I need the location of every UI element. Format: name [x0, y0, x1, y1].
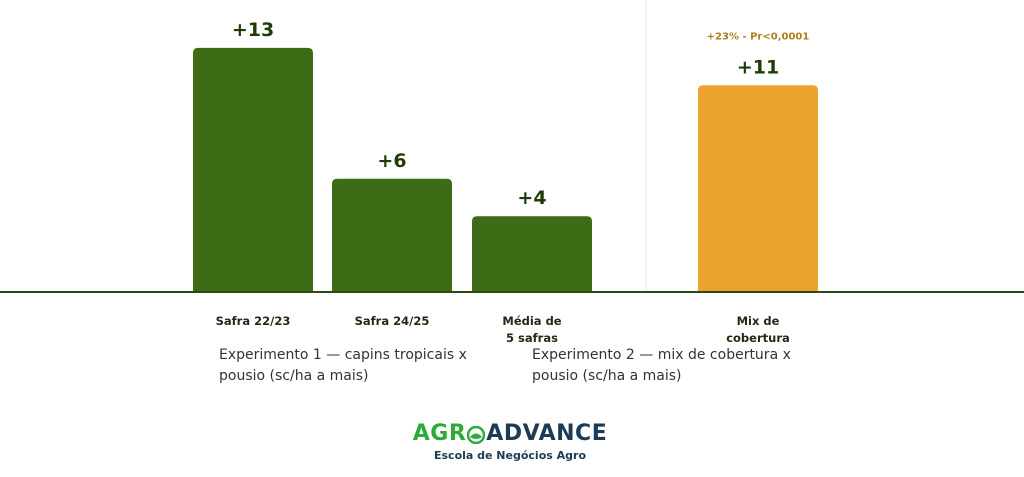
bar — [698, 85, 818, 291]
category-label: Mix de — [737, 314, 780, 328]
logo-brand-left: AGR — [412, 421, 467, 446]
data-label: +11 — [737, 56, 779, 78]
bar — [472, 216, 592, 291]
logo-brand-right: ADVANCE — [486, 421, 608, 446]
significance-annotation: +23% - Pr<0,0001 — [707, 31, 810, 42]
category-label: cobertura — [726, 331, 790, 345]
bar-chart: +13 Safra 22/23 +6 Safra 24/25 +4 Média de 5 s… — [0, 0, 1024, 345]
bar — [193, 47, 313, 292]
bar — [332, 178, 452, 291]
experiment-1-caption: Experimento 1 — capins tropicais x pousi… — [219, 347, 467, 384]
agroadvance-logo: AGR ADVANCE Escola de Negócios Agro — [380, 421, 640, 462]
category-label: Safra 24/25 — [355, 314, 430, 328]
data-label: +6 — [377, 150, 406, 172]
logo-leaf-icon — [467, 425, 486, 444]
logo-tagline: Escola de Negócios Agro — [433, 449, 587, 462]
category-label: Média de — [502, 314, 561, 328]
category-label: 5 safras — [506, 331, 558, 345]
category-label: Safra 22/23 — [216, 314, 291, 328]
experiment-2-caption: Experimento 2 — mix de cobertura x pousi… — [532, 347, 791, 384]
data-label: +13 — [232, 19, 274, 41]
data-label: +4 — [517, 187, 546, 209]
